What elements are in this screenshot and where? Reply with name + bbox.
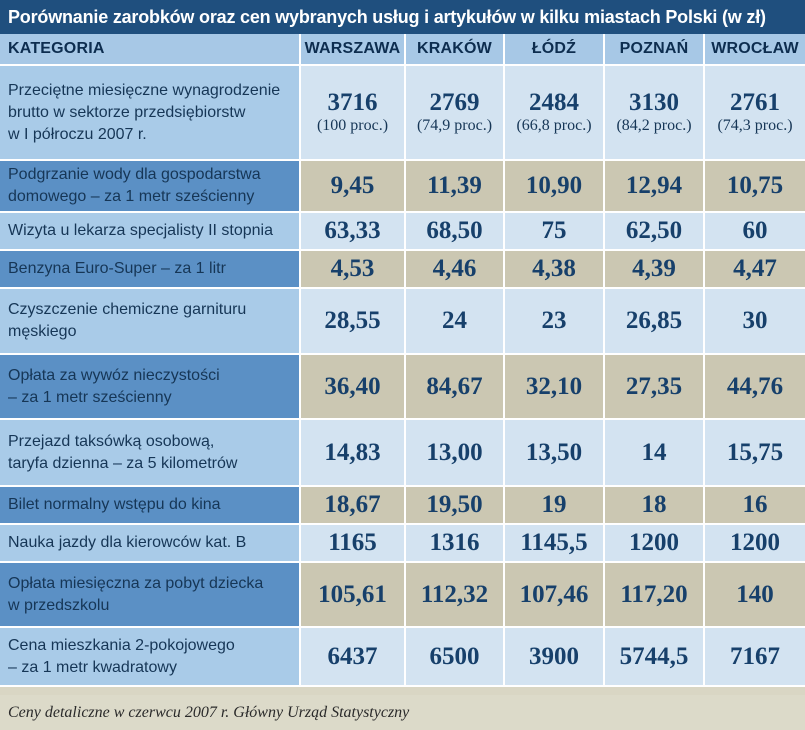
value-cell: 62,50	[604, 212, 705, 251]
value-cell: 13,00	[405, 419, 505, 487]
column-header-wroclaw: WROCŁAW	[704, 34, 805, 66]
percent-note: (74,9 proc.)	[416, 116, 493, 134]
column-header-lodz: ŁÓDŹ	[504, 34, 605, 66]
row-label: Przejazd taksówką osobową, taryfa dzienn…	[0, 419, 301, 487]
value-cell: 4,38	[504, 250, 605, 289]
value-cell: 18	[604, 486, 705, 525]
value-cell: 105,61	[300, 562, 406, 628]
value-cell: 6500	[405, 627, 505, 687]
value-cell: 6437	[300, 627, 406, 687]
table-row: Cena mieszkania 2-pokojowego – za 1 metr…	[0, 627, 805, 687]
table-title: Porównanie zarobków oraz cen wybranych u…	[0, 0, 805, 34]
table-row: Czyszczenie chemiczne garnituru męskiego…	[0, 288, 805, 355]
value-cell: 44,76	[704, 354, 805, 420]
value: 2484	[529, 88, 579, 116]
value-cell: 60	[704, 212, 805, 251]
value-cell: 7167	[704, 627, 805, 687]
value-cell: 10,90	[504, 160, 605, 213]
value-cell: 23	[504, 288, 605, 355]
value-cell: 13,50	[504, 419, 605, 487]
source-note: Ceny detaliczne w czerwcu 2007 r. Główny…	[0, 695, 805, 730]
row-label: Bilet normalny wstępu do kina	[0, 486, 301, 525]
price-comparison-table: KATEGORIA WARSZAWA KRAKÓW ŁÓDŹ POZNAŃ WR…	[0, 34, 805, 687]
row-label: Benzyna Euro-Super – za 1 litr	[0, 250, 301, 289]
value-cell: 9,45	[300, 160, 406, 213]
row-label: Nauka jazdy dla kierowców kat. B	[0, 524, 301, 563]
row-label: Cena mieszkania 2-pokojowego – za 1 metr…	[0, 627, 301, 687]
value-cell: 3716 (100 proc.)	[300, 65, 406, 161]
percent-note: (66,8 proc.)	[516, 116, 592, 134]
value-cell: 28,55	[300, 288, 406, 355]
row-label: Czyszczenie chemiczne garnituru męskiego	[0, 288, 301, 355]
value-cell: 24	[405, 288, 505, 355]
value-cell: 2769 (74,9 proc.)	[405, 65, 505, 161]
value-cell: 2761 (74,3 proc.)	[704, 65, 805, 161]
value-cell: 26,85	[604, 288, 705, 355]
row-label-text: Przeciętne miesięczne wynagrodzenie brut…	[8, 81, 281, 143]
value-cell: 19,50	[405, 486, 505, 525]
value-cell: 1200	[704, 524, 805, 563]
value-cell: 3130 (84,2 proc.)	[604, 65, 705, 161]
value-cell: 112,32	[405, 562, 505, 628]
table-row: Opłata miesięczna za pobyt dziecka w prz…	[0, 562, 805, 628]
value: 2761	[730, 88, 780, 116]
value-cell: 14,83	[300, 419, 406, 487]
header-row: KATEGORIA WARSZAWA KRAKÓW ŁÓDŹ POZNAŃ WR…	[0, 34, 805, 66]
value-cell: 1200	[604, 524, 705, 563]
value-cell: 140	[704, 562, 805, 628]
value-cell: 107,46	[504, 562, 605, 628]
value-cell: 27,35	[604, 354, 705, 420]
column-header-poznan: POZNAŃ	[604, 34, 705, 66]
value-cell: 1165	[300, 524, 406, 563]
row-label: Przeciętne miesięczne wynagrodzenie brut…	[0, 65, 301, 161]
row-label: Podgrzanie wody dla gospodarstwa domoweg…	[0, 160, 301, 213]
value-cell: 3900	[504, 627, 605, 687]
value-cell: 84,67	[405, 354, 505, 420]
table-row: Opłata za wywóz nieczystości – za 1 metr…	[0, 354, 805, 420]
value: 2769	[429, 88, 480, 116]
table-row: Bilet normalny wstępu do kina 18,67 19,5…	[0, 486, 805, 525]
value-cell: 11,39	[405, 160, 505, 213]
value-cell: 1145,5	[504, 524, 605, 563]
value-cell: 4,46	[405, 250, 505, 289]
value-cell: 10,75	[704, 160, 805, 213]
value-cell: 19	[504, 486, 605, 525]
value-cell: 32,10	[504, 354, 605, 420]
percent-note: (100 proc.)	[316, 116, 389, 134]
value-cell: 117,20	[604, 562, 705, 628]
column-header-category: KATEGORIA	[0, 34, 301, 66]
percent-note: (84,2 proc.)	[616, 116, 692, 134]
value-cell: 5744,5	[604, 627, 705, 687]
value-cell: 16	[704, 486, 805, 525]
value-cell: 15,75	[704, 419, 805, 487]
value-cell: 18,67	[300, 486, 406, 525]
table-row: Wizyta u lekarza specjalisty II stopnia …	[0, 212, 805, 251]
column-header-warszawa: WARSZAWA	[300, 34, 406, 66]
value-cell: 12,94	[604, 160, 705, 213]
column-header-krakow: KRAKÓW	[405, 34, 505, 66]
value-cell: 2484 (66,8 proc.)	[504, 65, 605, 161]
row-label: Wizyta u lekarza specjalisty II stopnia	[0, 212, 301, 251]
value-cell: 14	[604, 419, 705, 487]
table-row: Przejazd taksówką osobową, taryfa dzienn…	[0, 419, 805, 487]
table-row: Benzyna Euro-Super – za 1 litr 4,53 4,46…	[0, 250, 805, 289]
value: 3130	[629, 88, 679, 116]
value-cell: 4,53	[300, 250, 406, 289]
value-cell: 4,47	[704, 250, 805, 289]
value-cell: 30	[704, 288, 805, 355]
row-label: Opłata miesięczna za pobyt dziecka w prz…	[0, 562, 301, 628]
table-row: Nauka jazdy dla kierowców kat. B 1165 13…	[0, 524, 805, 563]
value-cell: 68,50	[405, 212, 505, 251]
value: 3716	[327, 88, 378, 116]
table-row: Przeciętne miesięczne wynagrodzenie brut…	[0, 65, 805, 161]
percent-note: (74,3 proc.)	[717, 116, 793, 134]
value-cell: 36,40	[300, 354, 406, 420]
value-cell: 75	[504, 212, 605, 251]
value-cell: 4,39	[604, 250, 705, 289]
table-row: Podgrzanie wody dla gospodarstwa domoweg…	[0, 160, 805, 213]
value-cell: 1316	[405, 524, 505, 563]
row-label: Opłata za wywóz nieczystości – za 1 metr…	[0, 354, 301, 420]
value-cell: 63,33	[300, 212, 406, 251]
